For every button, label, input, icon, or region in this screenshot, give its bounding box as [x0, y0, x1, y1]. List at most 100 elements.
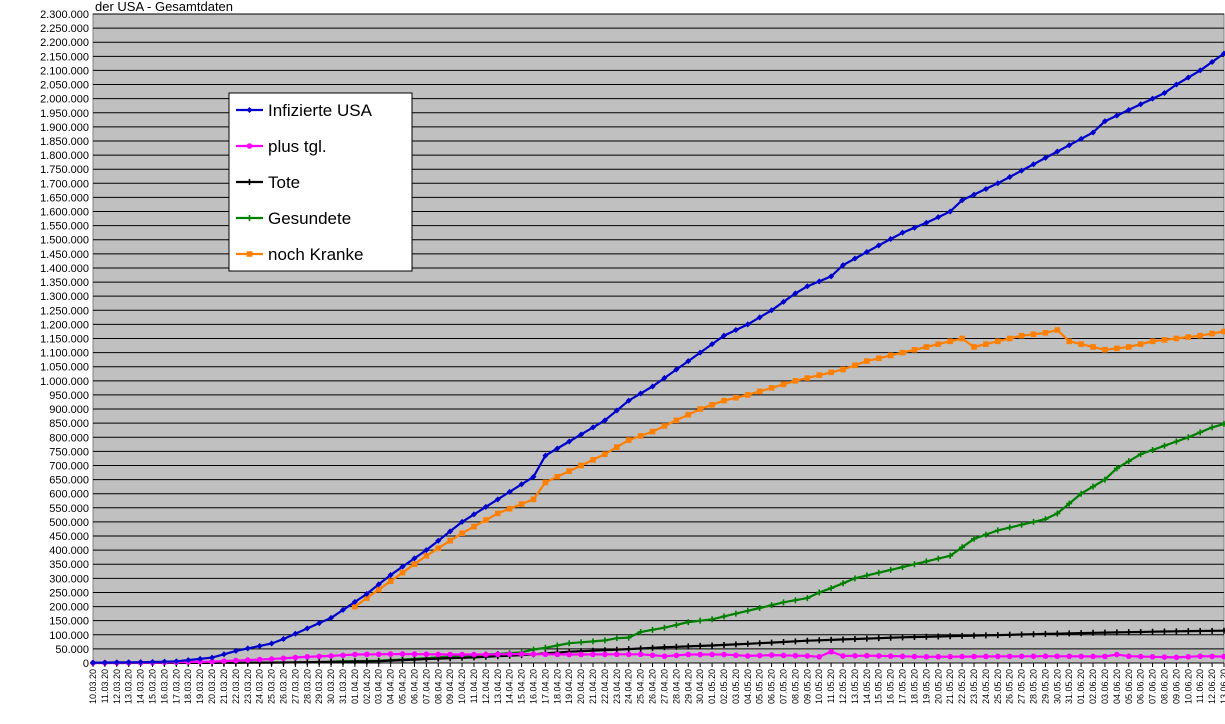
y-tick-label: 850.000: [49, 418, 89, 430]
data-point: [852, 653, 858, 659]
data-point: [732, 610, 739, 617]
x-tick-label: 22.05.20: [957, 669, 967, 704]
data-point: [887, 653, 894, 659]
data-point: [221, 658, 227, 664]
data-point: [733, 652, 739, 659]
data-point: [1090, 483, 1097, 490]
data-point: [852, 362, 858, 369]
data-point: [887, 352, 894, 359]
data-point: [1113, 112, 1120, 119]
x-tick-label: 22.04.20: [600, 669, 610, 704]
x-tick-label: 06.04.20: [409, 669, 419, 704]
x-tick-label: 19.05.20: [921, 669, 931, 704]
data-point: [970, 632, 977, 639]
data-point: [518, 481, 525, 488]
data-point: [697, 651, 703, 658]
x-tick-label: 02.04.20: [362, 669, 372, 704]
x-tick-label: 14.05.20: [862, 669, 872, 704]
data-point: [244, 645, 251, 652]
data-point: [685, 651, 692, 658]
data-point: [506, 505, 513, 512]
data-point: [673, 643, 680, 650]
data-point: [614, 444, 620, 450]
data-point: [923, 219, 930, 226]
data-point: [1030, 518, 1037, 525]
data-point: [304, 659, 311, 666]
data-point: [1054, 148, 1061, 155]
y-tick-label: 1.750.000: [40, 164, 89, 176]
y-tick-label: 1.950.000: [40, 108, 89, 120]
y-tick-label: 900.000: [49, 404, 89, 416]
data-point: [352, 603, 358, 610]
x-tick-label: 15.04.20: [517, 669, 527, 704]
data-point: [625, 651, 632, 658]
legend: Infizierte USA plus tgl. Tote Gesundete noch…: [228, 92, 413, 272]
data-point: [554, 651, 561, 658]
data-point: [578, 462, 584, 469]
data-point: [792, 597, 799, 604]
x-tick-label: 04.06.20: [1112, 669, 1122, 704]
data-point: [1185, 628, 1192, 635]
y-tick-label: 650.000: [49, 475, 89, 487]
x-tick-label: 25.04.20: [636, 669, 646, 704]
data-point: [387, 657, 394, 664]
data-point: [387, 571, 394, 578]
x-tick-label: 28.04.20: [671, 669, 681, 704]
data-point: [375, 658, 382, 665]
y-tick-label: 750.000: [49, 446, 89, 458]
data-point: [864, 652, 870, 659]
data-point: [399, 569, 406, 576]
data-point: [649, 644, 656, 651]
data-point: [1149, 338, 1156, 345]
data-point: [506, 488, 513, 495]
x-tick-label: 26.03.20: [278, 669, 288, 704]
data-point: [1113, 629, 1120, 636]
y-tick-label: 150.000: [49, 616, 89, 628]
data-point: [685, 619, 692, 626]
x-tick-label: 30.05.20: [1052, 669, 1062, 704]
data-point: [649, 652, 656, 659]
data-point: [256, 656, 263, 663]
data-point: [828, 585, 835, 592]
data-point: [947, 653, 953, 660]
data-point: [328, 653, 334, 659]
x-tick-label: 13.06.20: [1219, 669, 1225, 704]
x-tick-label: 20.05.20: [933, 669, 943, 704]
data-point: [959, 653, 965, 660]
data-point: [649, 428, 656, 435]
data-point: [1054, 327, 1061, 333]
data-point: [709, 651, 715, 658]
data-point: [637, 628, 644, 635]
y-tick-label: 950.000: [49, 390, 89, 402]
data-point: [935, 653, 942, 660]
data-point: [351, 598, 358, 605]
data-point: [459, 518, 466, 525]
y-tick-label: 1.250.000: [40, 305, 89, 317]
data-point: [1054, 653, 1061, 660]
data-point: [209, 654, 216, 661]
data-point: [1042, 630, 1049, 637]
legend-swatch-marker: [246, 107, 253, 113]
data-point: [732, 641, 739, 648]
data-point: [1018, 332, 1025, 339]
data-point: [780, 638, 787, 645]
data-point: [947, 208, 954, 215]
y-tick-label: 2.100.000: [40, 65, 89, 77]
data-point: [768, 652, 775, 658]
x-tick-label: 12.04.20: [481, 669, 491, 704]
x-tick-label: 27.04.20: [659, 669, 669, 704]
data-point: [994, 527, 1001, 534]
data-point: [1102, 346, 1108, 353]
data-point: [709, 341, 716, 348]
data-point: [875, 355, 882, 362]
data-point: [1161, 628, 1168, 635]
data-point: [232, 647, 239, 654]
data-point: [411, 555, 418, 562]
x-tick-label: 06.05.20: [767, 669, 777, 704]
y-tick-label: 1.850.000: [40, 136, 89, 148]
x-tick-label: 27.05.20: [1017, 669, 1027, 704]
x-tick-label: 05.05.20: [755, 669, 765, 704]
y-tick-label: 1.800.000: [40, 150, 89, 162]
x-tick-label: 21.05.20: [945, 669, 955, 704]
data-point: [1042, 653, 1049, 660]
